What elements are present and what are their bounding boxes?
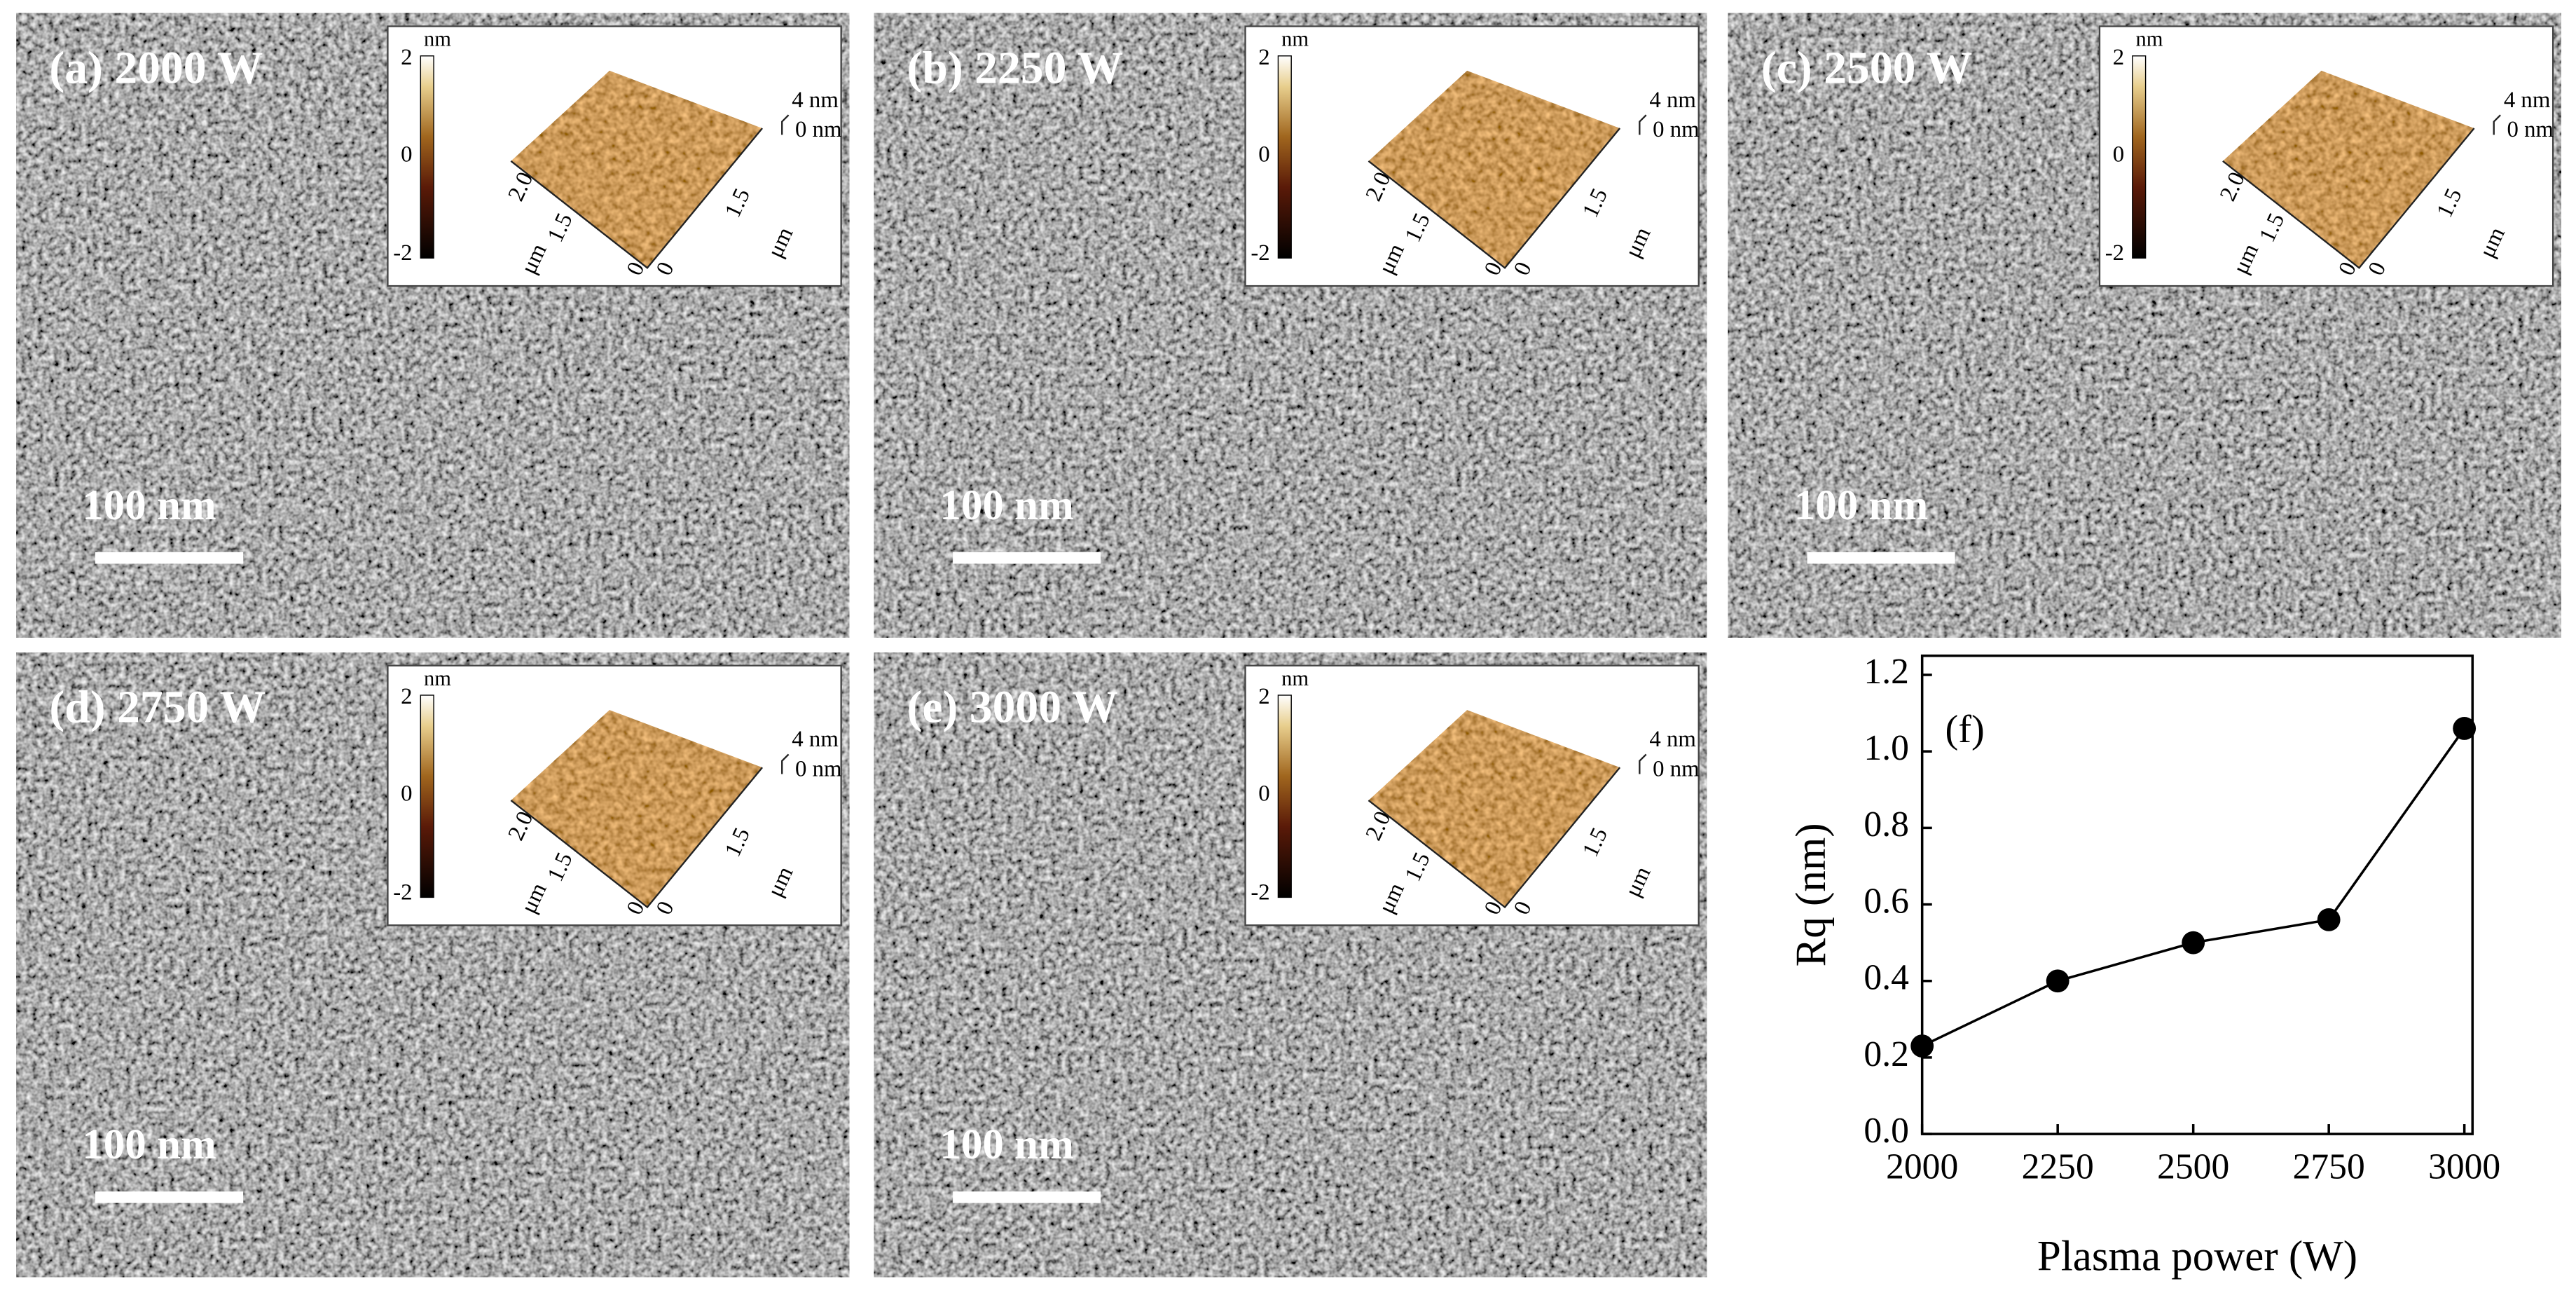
colorbar-tick: 0 bbox=[401, 142, 412, 167]
panel-label: (b) 2250 W bbox=[907, 42, 1123, 93]
z-tick: 4 nm bbox=[792, 727, 839, 752]
scale-bar-label: 100 nm bbox=[82, 1121, 216, 1168]
afm-surface bbox=[2222, 70, 2474, 268]
colorbar-unit: nm bbox=[1281, 27, 1309, 51]
z-bracket bbox=[1639, 114, 1647, 135]
panel-label: (a) 2000 W bbox=[49, 42, 263, 93]
x-axis-label: Plasma power (W) bbox=[2037, 1233, 2357, 1280]
z-bracket bbox=[781, 753, 790, 774]
colorbar-tick: -2 bbox=[1251, 880, 1269, 905]
data-point bbox=[1910, 1034, 1934, 1058]
colorbar-tick: -2 bbox=[393, 240, 412, 266]
x-tick-label: 2750 bbox=[2293, 1147, 2365, 1187]
colorbar-tick: 2 bbox=[401, 684, 412, 709]
scale-bar bbox=[953, 552, 1101, 564]
x-tick-label: 2500 bbox=[2157, 1147, 2229, 1187]
afm-surface bbox=[1368, 710, 1620, 908]
z-bracket bbox=[781, 114, 790, 135]
panel-label: (e) 3000 W bbox=[907, 682, 1117, 733]
afm-axis bbox=[510, 128, 763, 269]
colorbar bbox=[420, 695, 434, 898]
afm-surface bbox=[511, 70, 763, 268]
y-tick-label: 0.8 bbox=[1864, 805, 1908, 844]
x-tick-label: 3000 bbox=[2428, 1147, 2500, 1187]
z-bracket bbox=[2493, 114, 2501, 135]
colorbar-tick: 2 bbox=[1258, 45, 1269, 70]
colorbar-tick: 2 bbox=[1258, 684, 1269, 709]
panel-label: (c) 2500 W bbox=[1761, 42, 1972, 93]
colorbar bbox=[1277, 55, 1292, 259]
scale-bar bbox=[953, 1191, 1101, 1203]
z-tick: 0 nm bbox=[795, 756, 842, 781]
y-tick-label: 0.0 bbox=[1864, 1111, 1908, 1151]
colorbar-unit: nm bbox=[2136, 27, 2163, 51]
data-point bbox=[2182, 931, 2205, 955]
colorbar-tick: 0 bbox=[1258, 142, 1269, 167]
afm-axis bbox=[1368, 128, 1621, 269]
scale-bar-label: 100 nm bbox=[82, 482, 216, 529]
colorbar-tick: -2 bbox=[2105, 240, 2124, 266]
panel-label: (f) bbox=[1945, 708, 1985, 751]
colorbar bbox=[2132, 55, 2147, 259]
y-tick-label: 0.2 bbox=[1864, 1034, 1908, 1074]
colorbar-tick: -2 bbox=[1251, 240, 1269, 266]
y-axis-label: Rq (nm) bbox=[1788, 823, 1835, 966]
z-tick: 0 nm bbox=[1653, 756, 1700, 781]
afm-axis bbox=[1368, 767, 1621, 909]
z-tick: 0 nm bbox=[795, 117, 842, 142]
z-tick: 4 nm bbox=[1649, 727, 1696, 752]
scale-bar bbox=[1807, 552, 1955, 564]
z-tick: 0 nm bbox=[1653, 117, 1700, 142]
x-tick-label: 2250 bbox=[2022, 1147, 2094, 1187]
colorbar-tick: 2 bbox=[401, 45, 412, 70]
y-tick-label: 1.2 bbox=[1864, 652, 1908, 692]
data-point bbox=[2046, 969, 2069, 993]
afm-axis bbox=[510, 767, 763, 909]
plot-frame bbox=[1920, 654, 2474, 1135]
scale-bar-label: 100 nm bbox=[939, 1121, 1073, 1168]
colorbar bbox=[420, 55, 434, 259]
data-line bbox=[1921, 727, 2466, 1048]
colorbar-tick: 0 bbox=[401, 781, 412, 807]
afm-surface bbox=[511, 710, 763, 908]
scale-bar-label: 100 nm bbox=[939, 482, 1073, 529]
scale-bar bbox=[95, 1191, 244, 1203]
afm-axis bbox=[2222, 128, 2475, 269]
z-tick: 4 nm bbox=[1649, 88, 1696, 113]
panel-label: (d) 2750 W bbox=[49, 682, 266, 733]
z-bracket bbox=[1639, 753, 1647, 774]
scale-bar bbox=[95, 552, 244, 564]
colorbar-unit: nm bbox=[424, 666, 451, 690]
colorbar-unit: nm bbox=[1281, 666, 1309, 690]
colorbar-tick: 2 bbox=[2113, 45, 2124, 70]
z-tick: 4 nm bbox=[792, 88, 839, 113]
colorbar-unit: nm bbox=[424, 27, 451, 51]
colorbar bbox=[1277, 695, 1292, 898]
colorbar-tick: 0 bbox=[2113, 142, 2124, 167]
z-tick: 4 nm bbox=[2504, 88, 2551, 113]
scale-bar-label: 100 nm bbox=[1794, 482, 1928, 529]
y-tick-label: 1.0 bbox=[1864, 728, 1908, 768]
colorbar-tick: 0 bbox=[1258, 781, 1269, 807]
z-tick: 0 nm bbox=[2507, 117, 2554, 142]
data-point bbox=[2453, 717, 2477, 740]
data-point bbox=[2317, 908, 2341, 931]
y-tick-label: 0.4 bbox=[1864, 958, 1908, 998]
x-tick-label: 2000 bbox=[1886, 1147, 1958, 1187]
y-tick-label: 0.6 bbox=[1864, 881, 1908, 921]
colorbar-tick: -2 bbox=[393, 880, 412, 905]
afm-surface bbox=[1368, 70, 1620, 268]
